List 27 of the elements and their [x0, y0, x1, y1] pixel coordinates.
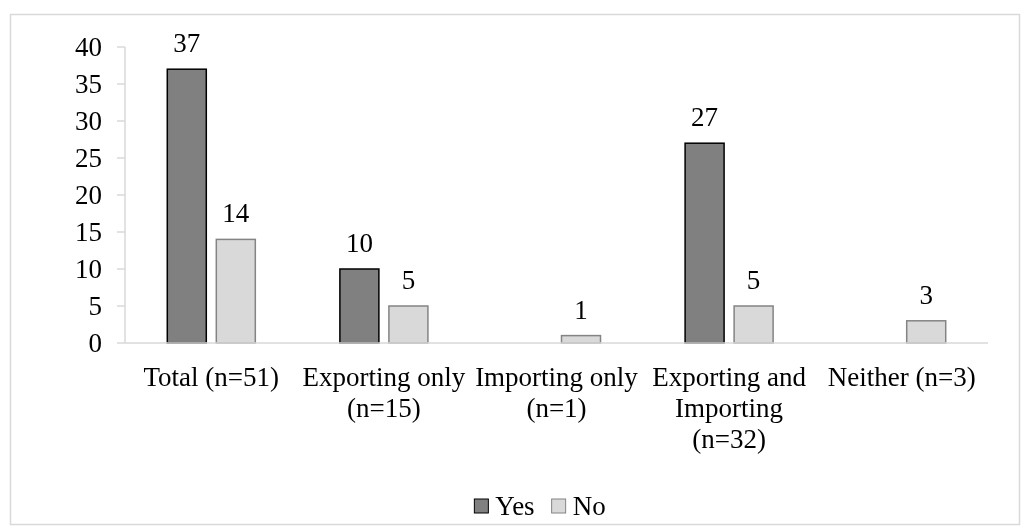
legend-label: Yes	[495, 491, 535, 522]
data-label: 37	[173, 28, 201, 59]
data-label: 1	[574, 294, 588, 325]
x-tick-label: Importing only (n=1)	[475, 362, 639, 423]
y-tick-label: 0	[88, 328, 102, 359]
y-tick-label: 25	[75, 143, 102, 174]
y-tick-label: 5	[88, 291, 102, 322]
data-label: 10	[345, 228, 373, 258]
y-tick-label: 20	[75, 180, 102, 211]
bar	[166, 68, 208, 344]
bar	[684, 142, 725, 344]
x-tick-label: Exporting only (n=15)	[302, 362, 466, 423]
data-label: 27	[691, 102, 719, 133]
x-tick-label: Exporting and Importing (n=32)	[652, 362, 807, 454]
x-tick-label: Total (n=51)	[143, 362, 280, 392]
data-label: 14	[222, 198, 250, 229]
data-label: 5	[401, 265, 416, 295]
data-label: 3	[919, 279, 933, 310]
y-tick-label: 35	[75, 69, 102, 100]
legend-label: No	[572, 491, 606, 522]
y-tick-label: 15	[75, 217, 102, 248]
x-tick-label: Neither (n=3)	[827, 362, 976, 392]
y-tick-label: 30	[75, 106, 102, 137]
data-label: 5	[746, 265, 761, 295]
y-tick-label: 10	[75, 254, 102, 285]
bar	[339, 268, 380, 344]
y-tick-label: 40	[75, 32, 102, 63]
